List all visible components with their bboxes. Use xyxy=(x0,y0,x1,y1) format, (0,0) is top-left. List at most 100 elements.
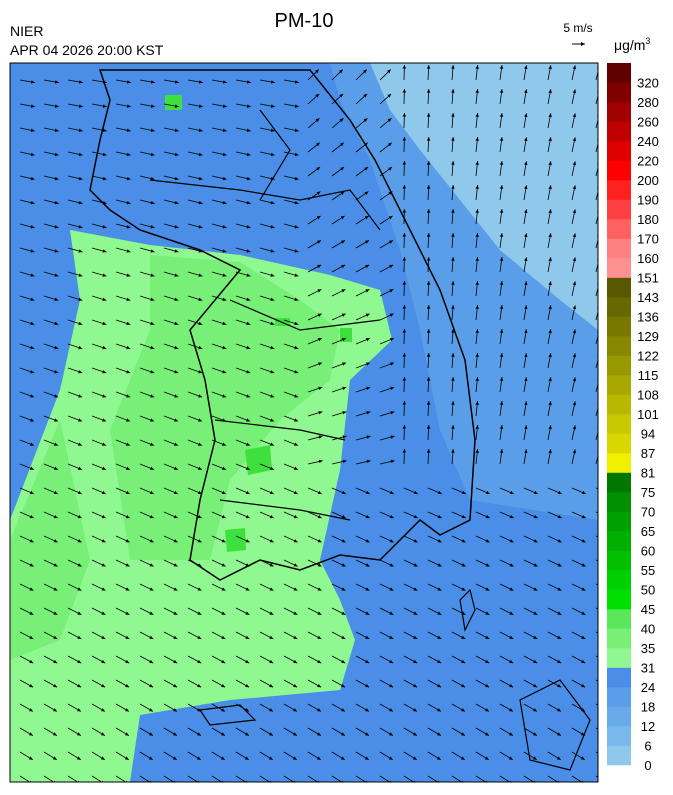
wind-arrow-head xyxy=(198,176,203,181)
colorbar: 0 6 12 18 24 31 35 40 45 50 55 60 65 70 75 81 87 94 101 108… xyxy=(607,63,659,773)
wind-arrow-head xyxy=(150,104,155,108)
wind-arrow-head xyxy=(316,240,321,244)
wind-arrow-head xyxy=(221,635,226,639)
wind-arrow-head xyxy=(524,137,528,142)
wind-arrow-head xyxy=(126,297,131,301)
wind-arrow-head xyxy=(342,435,347,439)
wind-arrow-head xyxy=(556,732,561,736)
wind-arrow-head xyxy=(30,249,35,253)
wind-arrow-head xyxy=(402,449,407,453)
wind-arrow-head xyxy=(499,89,504,93)
wind-arrow-head xyxy=(148,756,153,760)
wind-arrow-head xyxy=(222,128,227,132)
wind-arrow-head xyxy=(524,329,528,334)
wind-arrow-head xyxy=(365,563,370,567)
wind-arrow-head xyxy=(548,161,552,166)
boundaries xyxy=(149,109,381,521)
wind-arrow-head xyxy=(475,209,479,213)
wind-arrow-head xyxy=(222,297,227,301)
wind-arrow-head xyxy=(524,233,528,238)
wind-arrow-head xyxy=(246,249,251,253)
wind-arrow-head xyxy=(294,201,299,205)
wind-arrow-head xyxy=(245,514,250,519)
wind-arrow-head xyxy=(270,418,275,422)
wind-arrow-head xyxy=(269,683,274,688)
wind-arrow-head xyxy=(533,659,538,664)
colorbar-label: 0 xyxy=(644,758,651,773)
colorbar-cell xyxy=(607,355,631,376)
wind-arrow-head xyxy=(221,587,226,591)
wind-arrow-head xyxy=(197,587,202,591)
wind-arrow-head xyxy=(365,338,370,342)
wind-arrow-head xyxy=(126,321,131,326)
wind-arrow-head xyxy=(532,756,537,760)
wind-arrow-head xyxy=(173,587,178,591)
wind-arrow-head xyxy=(533,587,538,591)
colorbar-cell xyxy=(607,414,631,434)
wind-arrow-head xyxy=(362,69,367,74)
wind-arrow-head xyxy=(293,490,298,495)
wind-arrow-head xyxy=(317,611,322,615)
wind-arrow-head xyxy=(317,539,322,543)
wind-arrow-head xyxy=(413,708,418,712)
wind-arrow xyxy=(403,775,415,782)
wind-arrow-head xyxy=(317,313,322,317)
wind-arrow-head xyxy=(126,201,131,205)
wind-arrow-head xyxy=(426,449,431,453)
colorbar-label: 31 xyxy=(641,661,655,676)
wind-arrow-head xyxy=(509,490,514,495)
wind-arrow-head xyxy=(451,401,455,405)
wind-arrow-head xyxy=(533,563,538,567)
wind-arrow-head xyxy=(437,683,442,688)
wind-arrow-head xyxy=(126,249,131,253)
wind-arrow-head xyxy=(245,539,250,543)
wind-arrow-head xyxy=(451,209,455,213)
wind-arrow-head xyxy=(198,249,203,253)
wind-arrow-head xyxy=(53,683,58,688)
wind-arrow-head xyxy=(174,418,179,422)
wind-arrow-head xyxy=(340,167,345,171)
wind-arrow-head xyxy=(270,201,275,205)
wind-arrow-head xyxy=(53,635,58,639)
wind-arrow-head xyxy=(316,756,321,760)
wind-arrow-head xyxy=(557,587,562,591)
wind-arrow-head xyxy=(475,89,479,93)
wind-arrow-head xyxy=(54,321,59,326)
wind-arrow-head xyxy=(221,708,226,712)
wind-arrow-head xyxy=(436,732,441,736)
wind-arrow-head xyxy=(499,353,504,357)
wind-arrow-head xyxy=(269,539,274,543)
wind-arrow-head xyxy=(548,377,552,382)
wind-arrow-head xyxy=(149,563,154,567)
wind-arrow-head xyxy=(102,273,107,277)
wind-arrow-head xyxy=(293,514,298,519)
wind-arrow-head xyxy=(524,89,528,94)
wind-arrow-head xyxy=(437,708,442,712)
wind-arrow-head xyxy=(246,104,251,108)
wind-arrow-head xyxy=(126,104,131,108)
wind-arrow-head xyxy=(101,659,106,664)
wind-arrow-head xyxy=(461,587,466,591)
wind-arrow-head xyxy=(475,257,479,261)
wind-arrow-head xyxy=(475,233,479,237)
wind-arrow-head xyxy=(485,587,490,591)
wind-arrow-head xyxy=(54,249,59,253)
wind-arrow-head xyxy=(196,732,201,736)
wind-arrow-head xyxy=(149,539,154,543)
wind-arrow-head xyxy=(126,394,131,398)
wind-arrow-head xyxy=(402,113,407,117)
wind-arrow-head xyxy=(54,273,59,277)
wind-arrow-head xyxy=(437,539,442,543)
wind-arrow xyxy=(571,775,583,782)
wind-arrow-head xyxy=(390,459,395,464)
wind-arrow-head xyxy=(581,490,586,495)
colorbar-label: 129 xyxy=(637,329,659,344)
wind-arrow-head xyxy=(30,321,35,326)
wind-arrow-head xyxy=(53,466,58,470)
colorbar-cell xyxy=(607,472,631,493)
wind-arrow-head xyxy=(557,514,562,519)
wind-arrow-head xyxy=(363,93,368,98)
wind-arrow-head xyxy=(451,377,455,381)
colorbar-label: 160 xyxy=(637,251,659,266)
wind-arrow-head xyxy=(245,587,250,591)
